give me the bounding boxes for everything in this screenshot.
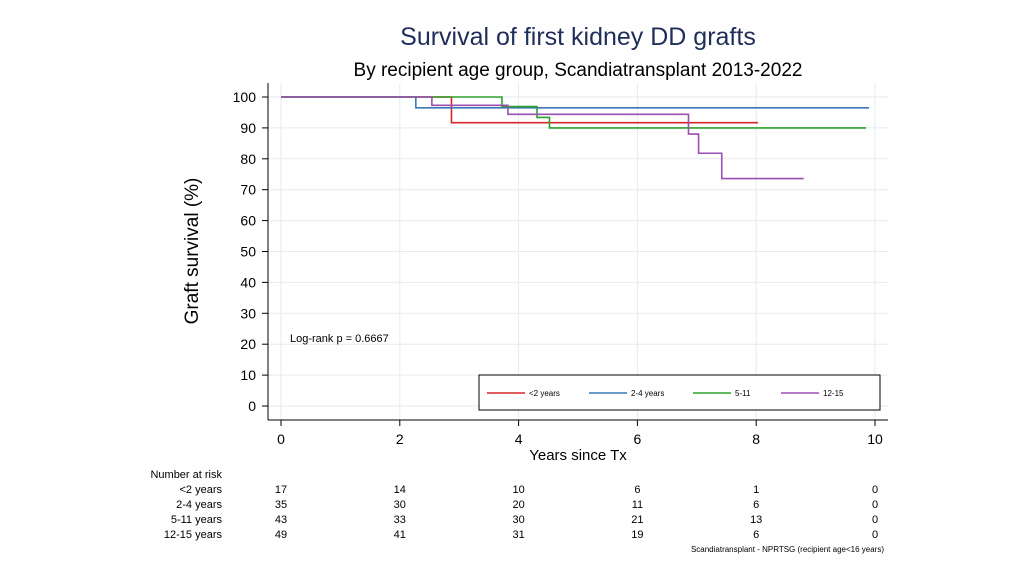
y-tick-label-7: 70: [240, 182, 256, 198]
risk-count-2-1: 33: [394, 514, 406, 526]
risk-count-1-4: 6: [753, 499, 759, 511]
risk-table: <2 years 17 14 10 6 1 02-4 years 35 30 20 11 6 05-11…: [164, 484, 878, 541]
risk-count-1-0: 35: [275, 499, 287, 511]
risk-count-2-3: 21: [631, 514, 643, 526]
series-line-2: [281, 96, 867, 129]
risk-count-2-0: 43: [275, 514, 287, 526]
risk-count-0-5: 0: [872, 484, 878, 496]
x-tick-label-2: 4: [515, 431, 523, 447]
y-tick-label-6: 60: [240, 213, 256, 229]
y-tick-label-4: 40: [240, 274, 256, 290]
risk-count-0-3: 6: [634, 484, 640, 496]
legend-label-1: 2-4 years: [631, 389, 664, 398]
x-axis-label: Years since Tx: [529, 447, 627, 464]
risk-row-label-0: <2 years: [180, 484, 223, 496]
risk-count-1-5: 0: [872, 499, 878, 511]
y-tick-label-8: 80: [240, 151, 256, 167]
risk-count-1-3: 11: [632, 499, 643, 511]
chart-title: Survival of first kidney DD grafts: [400, 23, 756, 51]
legend-items: <2 years 2-4 years 5-11 12-15: [487, 389, 844, 398]
risk-count-3-1: 41: [394, 529, 406, 541]
legend: <2 years 2-4 years 5-11 12-15: [478, 374, 881, 411]
risk-count-2-2: 30: [512, 514, 524, 526]
series-lines: [281, 96, 870, 180]
y-ticks: 0 10 20 30 40 50 60 70 80 90 100: [233, 89, 268, 414]
x-ticks: 0 2 4 6 8 10: [277, 420, 883, 447]
x-tick-label-1: 2: [396, 431, 404, 447]
risk-count-3-4: 6: [753, 529, 759, 541]
risk-count-3-0: 49: [275, 529, 287, 541]
x-tick-label-4: 8: [752, 431, 760, 447]
legend-label-0: <2 years: [529, 389, 560, 398]
y-tick-label-9: 90: [240, 120, 256, 136]
risk-count-0-1: 14: [394, 484, 406, 496]
y-tick-label-0: 0: [248, 398, 256, 414]
risk-count-0-0: 17: [275, 484, 287, 496]
series-line-3: [281, 96, 804, 180]
x-tick-label-5: 10: [867, 431, 883, 447]
legend-label-3: 12-15: [823, 389, 844, 398]
log-rank-annotation: Log-rank p = 0.6667: [290, 333, 389, 345]
risk-count-3-2: 31: [512, 529, 524, 541]
risk-count-1-2: 20: [512, 499, 524, 511]
risk-count-2-4: 13: [750, 514, 762, 526]
x-tick-label-0: 0: [277, 431, 285, 447]
risk-count-3-5: 0: [872, 529, 878, 541]
y-tick-label-10: 100: [233, 89, 257, 105]
risk-count-2-5: 0: [872, 514, 878, 526]
y-tick-label-5: 50: [240, 244, 256, 260]
risk-count-1-1: 30: [394, 499, 406, 511]
risk-row-label-1: 2-4 years: [176, 499, 222, 511]
footnote: Scandiatransplant - NPRTSG (recipient ag…: [691, 545, 884, 554]
risk-table-header: Number at risk: [150, 469, 222, 481]
y-tick-label-2: 20: [240, 336, 256, 352]
y-axis-label: Graft survival (%): [182, 178, 203, 325]
y-tick-label-1: 10: [240, 367, 256, 383]
legend-label-2: 5-11: [735, 389, 751, 398]
risk-count-0-4: 1: [753, 484, 759, 496]
y-tick-label-3: 30: [240, 305, 256, 321]
risk-count-0-2: 10: [512, 484, 524, 496]
risk-row-label-2: 5-11 years: [171, 514, 223, 526]
risk-count-3-3: 19: [631, 529, 643, 541]
x-tick-label-3: 6: [634, 431, 642, 447]
risk-row-label-3: 12-15 years: [164, 529, 223, 541]
chart-subtitle: By recipient age group, Scandiatransplan…: [354, 60, 803, 81]
